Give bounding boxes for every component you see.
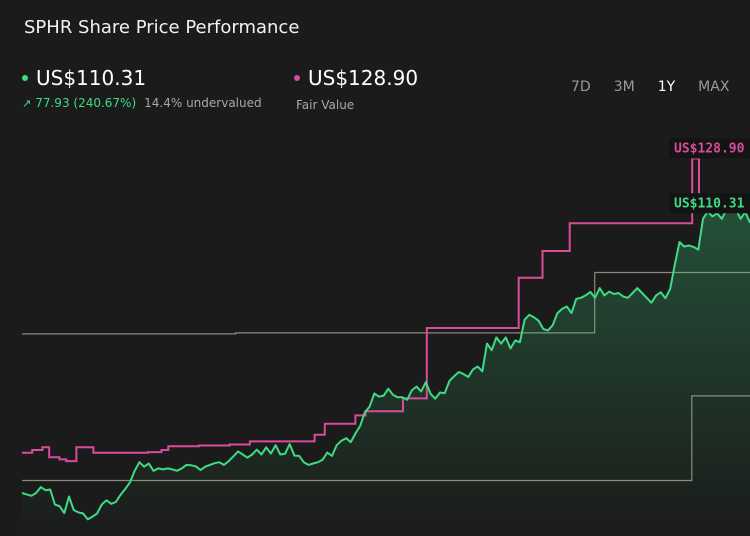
fair-value-end-label: US$128.90 xyxy=(674,141,745,156)
price-change: 77.93 (240.67%) xyxy=(35,96,137,110)
price-end-label: US$110.31 xyxy=(674,196,745,211)
price-end-label-background xyxy=(669,193,750,214)
current-price: US$110.31 xyxy=(36,66,147,90)
price-legend-dot xyxy=(22,75,28,81)
fair-value-end-label-background xyxy=(669,138,750,159)
price-area-fill xyxy=(22,199,750,536)
fair-value-caption: Fair Value xyxy=(296,98,355,112)
time-range-selector: 7D 3M 1Y MAX xyxy=(560,78,741,96)
arrow-up-right-icon: ↗ xyxy=(22,96,32,110)
range-7d-button[interactable]: 7D xyxy=(560,78,603,96)
valuation-status: 14.4% undervalued xyxy=(144,96,262,110)
page-title: SPHR Share Price Performance xyxy=(24,17,300,38)
range-1y-button[interactable]: 1Y xyxy=(647,78,687,96)
fair-value-series-line xyxy=(22,157,750,463)
range-3m-button[interactable]: 3M xyxy=(603,78,647,96)
reference-line-a xyxy=(22,271,750,335)
range-max-button[interactable]: MAX xyxy=(687,78,741,96)
fair-value-summary: US$128.90 Fair Value xyxy=(294,66,418,112)
fair-value-price: US$128.90 xyxy=(308,66,419,90)
fair-value-legend-dot xyxy=(294,75,300,81)
price-series-line xyxy=(21,198,750,521)
price-summary: US$110.31 ↗ 77.93 (240.67%) 14.4% underv… xyxy=(22,66,262,110)
